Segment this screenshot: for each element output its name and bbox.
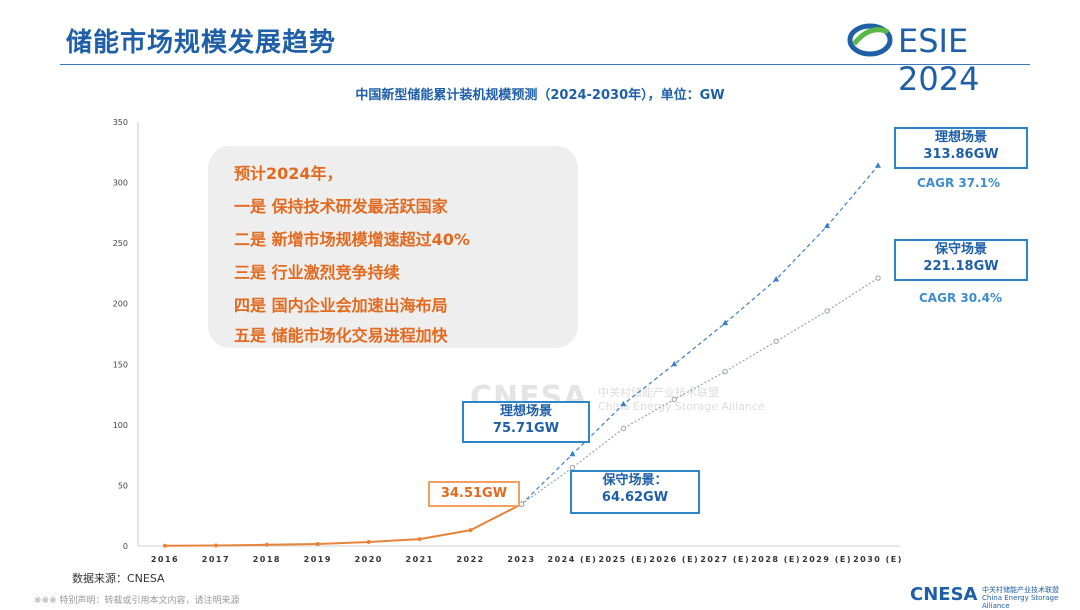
footer-logo: CNESA	[910, 584, 978, 605]
chart-title: 中国新型储能累计装机规模预测（2024-2030年），单位：GW	[355, 88, 725, 103]
data-point	[722, 319, 729, 326]
data-point	[417, 537, 422, 542]
x-tick-label: 2024 (E)	[548, 555, 598, 564]
series-group	[163, 162, 881, 548]
data-point	[569, 450, 576, 457]
x-tick-label: 2023	[507, 555, 535, 564]
conservative-cagr: CAGR 30.4%	[919, 291, 1002, 305]
x-tick-label: 2016	[151, 555, 179, 564]
disclaimer: ※※※ 特别声明：转载或引用本文内容，请注明来源	[34, 596, 240, 606]
watermark-subtitle: 中关村储能产业技术联盟 China Energy Storage Allianc…	[598, 386, 765, 414]
watermark-subtitle-en: China Energy Storage Alliance	[598, 400, 765, 413]
callout-label: 保守场景	[934, 242, 987, 257]
x-tick-label: 2027 (E)	[700, 555, 750, 564]
esie-logo: ESIE 2024	[846, 18, 1036, 98]
data-point	[875, 275, 881, 281]
callout-label: 理想场景	[499, 404, 552, 419]
note-line: 三是 行业激烈竞争持续	[234, 263, 400, 282]
data-point	[468, 528, 473, 533]
data-point	[671, 396, 677, 403]
data-point	[315, 541, 320, 546]
y-axis: 0 50 100 150 200 250 300 350	[113, 118, 139, 551]
callout-label: 理想场景	[934, 130, 987, 145]
x-axis: 2016 2017 2018 2019 2020 2021 2022 2023 2024 (E)…	[138, 545, 903, 564]
data-point	[824, 222, 831, 229]
conservative-2030-callout: 保守场景 221.18GW	[894, 239, 1028, 281]
footer-subtitle-cn: 中关村储能产业技术联盟	[982, 586, 1059, 594]
x-tick-label: 2030 (E)	[853, 555, 903, 564]
note-line: 一是 保持技术研发最活跃国家	[234, 197, 448, 216]
data-point	[722, 368, 728, 375]
callout-value: 221.18GW	[923, 259, 999, 274]
note-line: 二是 新增市场规模增速超过40%	[234, 230, 470, 249]
callout-value: 313.86GW	[923, 147, 999, 162]
note-line: 五是 储能市场化交易进程加快	[234, 326, 448, 345]
page-title: 储能市场规模发展趋势	[66, 28, 337, 58]
y-tick-label: 350	[113, 118, 128, 127]
x-tick-label: 2026 (E)	[649, 555, 699, 564]
value-2023-callout: 34.51GW	[428, 481, 520, 507]
note-line: 预计2024年，	[234, 164, 343, 183]
x-tick-label: 2025 (E)	[598, 555, 648, 564]
x-tick-label: 2029 (E)	[802, 555, 852, 564]
data-point	[569, 465, 576, 471]
y-tick-label: 300	[113, 179, 128, 188]
x-tick-label: 2022	[456, 555, 484, 564]
y-tick-label: 50	[118, 481, 128, 490]
y-tick-label: 0	[123, 542, 128, 551]
ideal-2024-callout: 理想场景 75.71GW	[462, 401, 590, 443]
y-tick-label: 150	[113, 360, 128, 369]
note-line: 四是 国内企业会加速出海布局	[234, 296, 448, 315]
data-point	[875, 162, 881, 168]
swoosh-logo-icon	[847, 23, 893, 57]
data-point	[671, 360, 678, 367]
data-point	[773, 275, 780, 282]
callout-value: 75.71GW	[492, 421, 560, 436]
data-source: 数据来源：CNESA	[72, 572, 165, 585]
footer-logo-subtitle: 中关村储能产业技术联盟 China Energy Storage Allianc…	[982, 586, 1080, 610]
x-tick-label: 2028 (E)	[751, 555, 801, 564]
data-point	[773, 338, 779, 344]
series-line	[521, 277, 879, 505]
data-point	[163, 543, 167, 548]
x-tick-label: 2020	[355, 555, 383, 564]
data-point	[620, 400, 627, 407]
data-point	[366, 540, 371, 545]
ideal-cagr: CAGR 37.1%	[917, 176, 1000, 190]
logo-text: ESIE 2024	[898, 22, 980, 98]
data-point	[213, 543, 218, 548]
x-tick-label: 2021	[406, 555, 434, 564]
ideal-2030-callout: 理想场景 313.86GW	[894, 127, 1028, 169]
x-tick-label: 2019	[304, 555, 332, 564]
callout-label: 保守场景：	[602, 473, 668, 488]
y-tick-label: 250	[113, 239, 128, 248]
y-tick-label: 100	[113, 421, 128, 430]
header-divider	[60, 64, 1030, 65]
data-point	[824, 308, 830, 314]
x-tick-label: 2017	[202, 555, 230, 564]
forecast-notes-box: 预计2024年， 一是 保持技术研发最活跃国家 二是 新增市场规模增速超过40%…	[208, 146, 578, 348]
callout-value: 64.62GW	[601, 490, 669, 505]
series-line	[521, 165, 879, 505]
watermark-subtitle-cn: 中关村储能产业技术联盟	[598, 386, 719, 399]
series-line	[164, 503, 522, 547]
footer-subtitle-en: China Energy Storage Alliance	[982, 594, 1059, 610]
conservative-2024-callout: 保守场景： 64.62GW	[570, 470, 700, 514]
data-point	[264, 542, 269, 547]
x-tick-label: 2018	[253, 555, 281, 564]
data-point	[620, 425, 627, 432]
y-tick-label: 200	[113, 300, 128, 309]
